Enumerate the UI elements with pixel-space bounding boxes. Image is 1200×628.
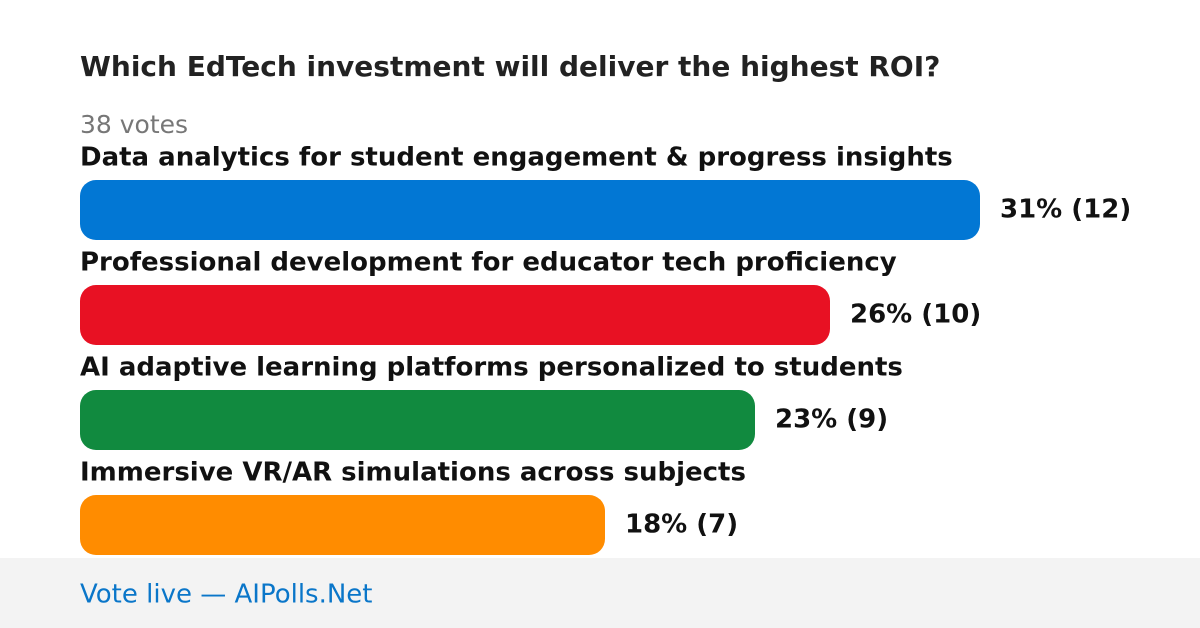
option-label: AI adaptive learning platforms personali…	[80, 353, 903, 383]
footer-bar	[0, 558, 1200, 628]
option-label: Data analytics for student engagement & …	[80, 143, 953, 173]
value-label: 23% (9)	[775, 405, 888, 435]
bar	[80, 180, 980, 240]
option-label: Professional development for educator te…	[80, 248, 897, 278]
value-label: 18% (7)	[625, 510, 738, 540]
poll-title: Which EdTech investment will deliver the…	[80, 50, 940, 83]
vote-count: 38 votes	[80, 110, 188, 139]
bar	[80, 495, 605, 555]
value-label: 26% (10)	[850, 300, 981, 330]
bar	[80, 390, 755, 450]
value-label: 31% (12)	[1000, 195, 1131, 225]
footer-link[interactable]: Vote live — AIPolls.Net	[80, 580, 373, 610]
bar	[80, 285, 830, 345]
option-label: Immersive VR/AR simulations across subje…	[80, 458, 746, 488]
